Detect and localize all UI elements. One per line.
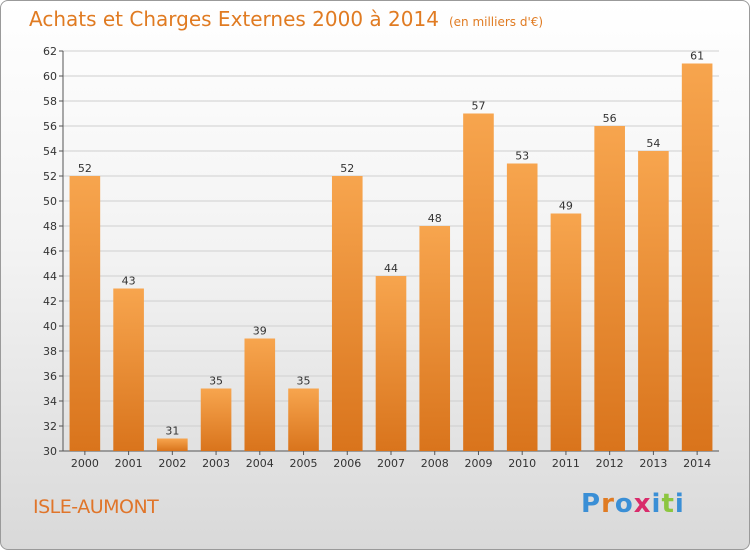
data-label: 54 bbox=[646, 137, 660, 150]
y-tick-label: 34 bbox=[43, 395, 57, 408]
logo-letter: o bbox=[614, 489, 634, 519]
y-tick-label: 44 bbox=[43, 270, 57, 283]
bar bbox=[638, 151, 669, 451]
bar bbox=[244, 338, 276, 451]
y-tick-label: 38 bbox=[43, 345, 57, 358]
x-tick-label: 2013 bbox=[639, 457, 667, 470]
chart-subtitle: (en milliers d'€) bbox=[448, 15, 544, 29]
bar bbox=[594, 126, 625, 451]
bar bbox=[157, 438, 188, 451]
y-tick-label: 46 bbox=[43, 245, 57, 258]
data-label: 39 bbox=[253, 325, 267, 338]
x-tick-label: 2005 bbox=[290, 457, 318, 470]
y-tick-label: 56 bbox=[43, 120, 57, 133]
bar bbox=[506, 163, 538, 451]
x-tick-label: 2010 bbox=[508, 457, 536, 470]
y-tick-label: 48 bbox=[43, 220, 57, 233]
x-tick-label: 2008 bbox=[421, 457, 449, 470]
bar bbox=[419, 226, 451, 451]
x-tick-label: 2006 bbox=[333, 457, 361, 470]
data-label: 35 bbox=[297, 375, 311, 388]
logo-letter: r bbox=[601, 489, 615, 519]
x-tick-label: 2012 bbox=[596, 457, 624, 470]
logo-letter: i bbox=[651, 489, 662, 519]
bar bbox=[331, 176, 363, 451]
y-tick-label: 32 bbox=[43, 420, 57, 433]
x-tick-label: 2004 bbox=[246, 457, 274, 470]
bar bbox=[69, 176, 101, 451]
data-label: 56 bbox=[603, 112, 617, 125]
data-label: 43 bbox=[122, 275, 136, 288]
x-tick-label: 2000 bbox=[71, 457, 99, 470]
x-tick-label: 2014 bbox=[683, 457, 711, 470]
y-tick-label: 30 bbox=[43, 445, 57, 458]
y-tick-label: 36 bbox=[43, 370, 57, 383]
y-tick-label: 52 bbox=[43, 170, 57, 183]
bar bbox=[288, 388, 319, 451]
data-label: 57 bbox=[471, 100, 485, 113]
y-tick-label: 60 bbox=[43, 70, 57, 83]
data-label: 52 bbox=[78, 162, 92, 175]
x-tick-label: 2011 bbox=[552, 457, 580, 470]
data-label: 35 bbox=[209, 375, 223, 388]
bar bbox=[375, 276, 407, 451]
bar bbox=[681, 63, 713, 451]
bar bbox=[463, 113, 494, 451]
data-label: 31 bbox=[165, 425, 179, 438]
logo-letter: x bbox=[633, 489, 652, 519]
chart-title-text: Achats et Charges Externes 2000 à 2014 bbox=[29, 7, 439, 31]
x-tick-label: 2009 bbox=[464, 457, 492, 470]
data-label: 44 bbox=[384, 262, 398, 275]
y-tick-label: 62 bbox=[43, 45, 57, 58]
data-label: 61 bbox=[690, 50, 704, 63]
logo-letter: i bbox=[674, 489, 685, 519]
commune-name: ISLE-AUMONT bbox=[33, 496, 159, 518]
logo-letter: t bbox=[661, 489, 675, 519]
y-tick-label: 50 bbox=[43, 195, 57, 208]
bar-layer bbox=[69, 63, 713, 451]
chart-title: Achats et Charges Externes 2000 à 2014 (e… bbox=[29, 7, 543, 31]
logo-letter: P bbox=[581, 489, 602, 519]
label-layer: 52 43 31 35 39 35 52 44 48 57 53 49 56 54 61 bbox=[78, 50, 704, 438]
y-tick-label: 40 bbox=[43, 320, 57, 333]
y-tick-label: 58 bbox=[43, 95, 57, 108]
data-label: 48 bbox=[428, 212, 442, 225]
x-tick-label: 2002 bbox=[158, 457, 186, 470]
x-tick-label: 2003 bbox=[202, 457, 230, 470]
x-tick-label: 2001 bbox=[115, 457, 143, 470]
data-label: 49 bbox=[559, 200, 573, 213]
data-label: 53 bbox=[515, 150, 529, 163]
proxiti-logo[interactable]: Proxiti bbox=[581, 489, 685, 519]
y-tick-label: 42 bbox=[43, 295, 57, 308]
bar bbox=[550, 213, 582, 451]
bar bbox=[200, 388, 232, 451]
data-label: 52 bbox=[340, 162, 354, 175]
x-tick-label: 2007 bbox=[377, 457, 405, 470]
y-tick-label: 54 bbox=[43, 145, 57, 158]
bar bbox=[113, 288, 144, 451]
